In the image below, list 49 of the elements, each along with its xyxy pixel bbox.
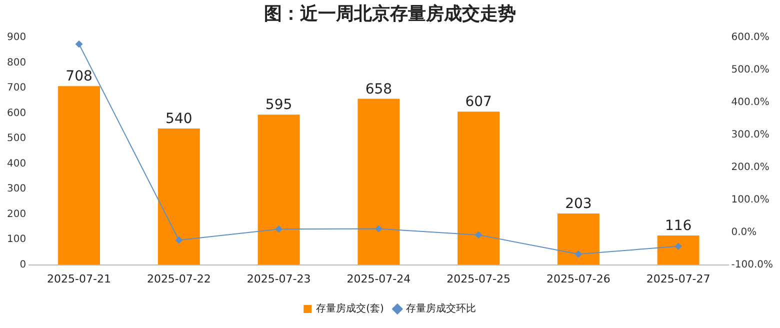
bar <box>58 86 100 265</box>
y2-tick-label: 100.0% <box>731 194 770 206</box>
y-tick-label: 600 <box>6 108 26 119</box>
y-tick-label: 100 <box>6 234 26 246</box>
y-tick-label: 800 <box>6 57 26 68</box>
y2-tick-label: 0.0% <box>731 226 757 238</box>
point <box>76 40 83 48</box>
legend-label: 存量房成交环比 <box>406 302 476 315</box>
y-tick-label: 0 <box>20 259 26 270</box>
x-tick-label: 2025-07-22 <box>146 272 211 286</box>
x-tick-label: 2025-07-26 <box>546 272 610 286</box>
y-tick-label: 900 <box>6 32 26 44</box>
data-label: 595 <box>265 97 292 114</box>
point <box>275 226 282 233</box>
y-tick-label: 500 <box>6 133 26 144</box>
y-tick-label: 300 <box>6 184 26 195</box>
data-label: 540 <box>166 111 192 128</box>
data-label: 658 <box>365 81 392 98</box>
x-tick-label: 2025-07-27 <box>646 272 710 286</box>
bar <box>657 236 700 265</box>
bar <box>358 98 400 265</box>
data-label: 708 <box>66 68 92 85</box>
point <box>175 236 182 244</box>
y2-tick-label: 500.0% <box>731 64 770 76</box>
data-label: 607 <box>465 94 492 110</box>
bar <box>458 112 500 265</box>
y2-tick-label: 600.0% <box>731 32 770 44</box>
x-tick-label: 2025-07-24 <box>346 272 411 286</box>
chart-title: 图：近一周北京存量房成交走势 <box>264 3 516 24</box>
y2-tick-label: -100.0% <box>731 259 774 270</box>
y2-tick-label: 400.0% <box>731 97 770 108</box>
point <box>674 242 682 250</box>
legend-label: 存量房成交(套) <box>316 302 384 315</box>
bar <box>557 214 600 265</box>
point <box>375 225 382 232</box>
y2-tick-label: 300.0% <box>731 130 770 141</box>
point <box>475 231 482 238</box>
bar <box>158 128 200 265</box>
point <box>574 250 582 258</box>
bar <box>258 114 300 265</box>
data-label: 203 <box>565 196 592 212</box>
x-tick-label: 2025-07-23 <box>246 272 311 286</box>
y2-tick-label: 200.0% <box>731 162 770 174</box>
x-tick-label: 2025-07-21 <box>47 272 111 286</box>
x-tick-label: 2025-07-25 <box>446 272 511 286</box>
y-tick-label: 700 <box>6 82 26 94</box>
y-tick-label: 200 <box>6 208 26 220</box>
y-tick-label: 400 <box>6 158 26 170</box>
data-label: 116 <box>664 218 692 234</box>
